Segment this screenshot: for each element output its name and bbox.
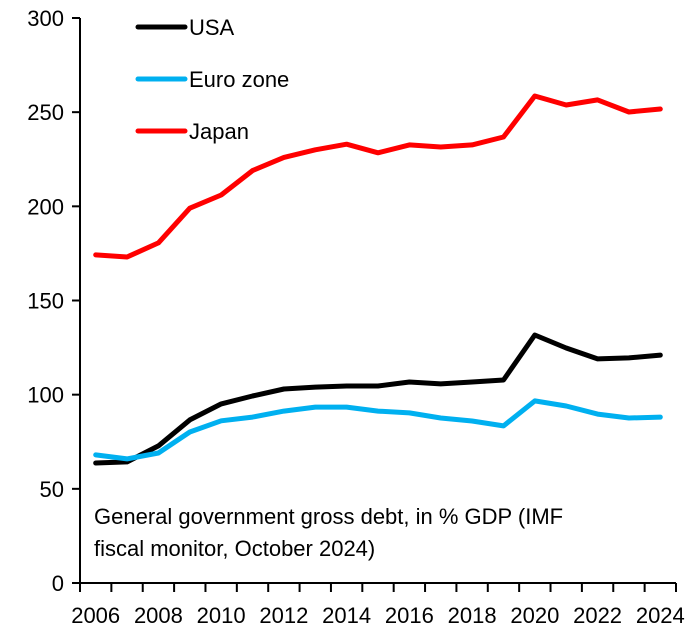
x-tick-label: 2010 (197, 603, 246, 628)
annotation-line-1: General government gross debt, in % GDP … (94, 504, 563, 529)
legend-label-japan: Japan (189, 119, 249, 144)
x-tick-label: 2020 (510, 603, 559, 628)
y-tick-label: 50 (40, 477, 64, 502)
x-tick-label: 2014 (322, 603, 371, 628)
x-tick-label: 2018 (448, 603, 497, 628)
y-tick-label: 150 (27, 289, 64, 314)
x-tick-label: 2008 (134, 603, 183, 628)
annotation-line-2: fiscal monitor, October 2024) (94, 536, 375, 561)
y-tick-label: 100 (27, 383, 64, 408)
series-lines (93, 93, 663, 466)
x-ticks: 2006 2008 2010 2012 2014 2016 2018 2020 2022 2024 (71, 583, 685, 628)
y-ticks: 0 50 100 150 200 250 300 (27, 6, 80, 596)
annotation: General government gross debt, in % GDP … (94, 504, 563, 561)
legend-label-usa: USA (189, 15, 235, 40)
series-line-euro-zone (93, 398, 663, 462)
series-line-usa (93, 332, 663, 466)
y-tick-label: 300 (27, 6, 64, 31)
legend: USA Euro zone Japan (135, 15, 289, 144)
legend-label-euro-zone: Euro zone (189, 67, 289, 92)
series-line-japan (93, 93, 663, 260)
x-tick-label: 2012 (259, 603, 308, 628)
x-tick-label: 2006 (71, 603, 120, 628)
y-tick-label: 200 (27, 194, 64, 219)
x-tick-label: 2022 (573, 603, 622, 628)
x-tick-label: 2016 (385, 603, 434, 628)
y-tick-label: 0 (52, 571, 64, 596)
y-tick-label: 250 (27, 100, 64, 125)
x-tick-label: 2024 (636, 603, 685, 628)
